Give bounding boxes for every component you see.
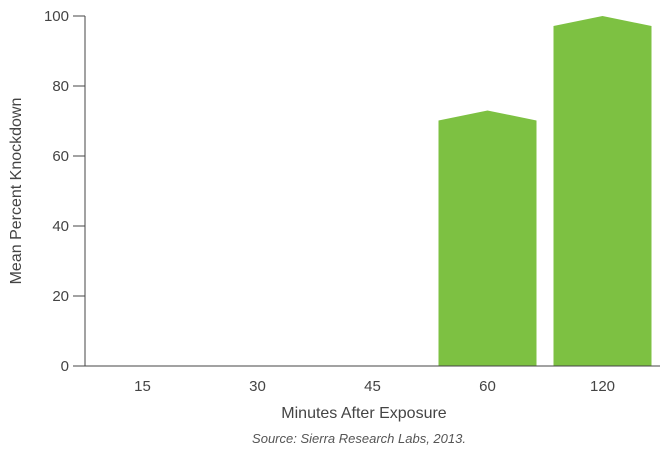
x-axis-title: Minutes After Exposure xyxy=(281,405,447,422)
x-tick-label: 30 xyxy=(249,378,266,395)
y-axis: 0 20 40 60 80 100 xyxy=(44,8,86,375)
bar-60 xyxy=(438,110,537,366)
y-tick-label: 60 xyxy=(52,148,69,165)
y-tick-label: 20 xyxy=(52,288,69,305)
source-note: Source: Sierra Research Labs, 2013. xyxy=(252,431,466,446)
bar-120 xyxy=(553,16,652,366)
x-tick-label: 15 xyxy=(134,378,151,395)
y-tick-label: 40 xyxy=(52,218,69,235)
y-tick-label: 100 xyxy=(44,8,69,25)
bars-group xyxy=(438,16,652,366)
y-tick-label: 80 xyxy=(52,78,69,95)
x-axis: 15 30 45 60 120 xyxy=(85,365,660,395)
x-tick-label: 45 xyxy=(364,378,381,395)
y-tick-label: 0 xyxy=(61,358,69,375)
x-tick-label: 60 xyxy=(479,378,496,395)
x-tick-label: 120 xyxy=(590,378,615,395)
y-axis-title: Mean Percent Knockdown xyxy=(8,98,25,285)
